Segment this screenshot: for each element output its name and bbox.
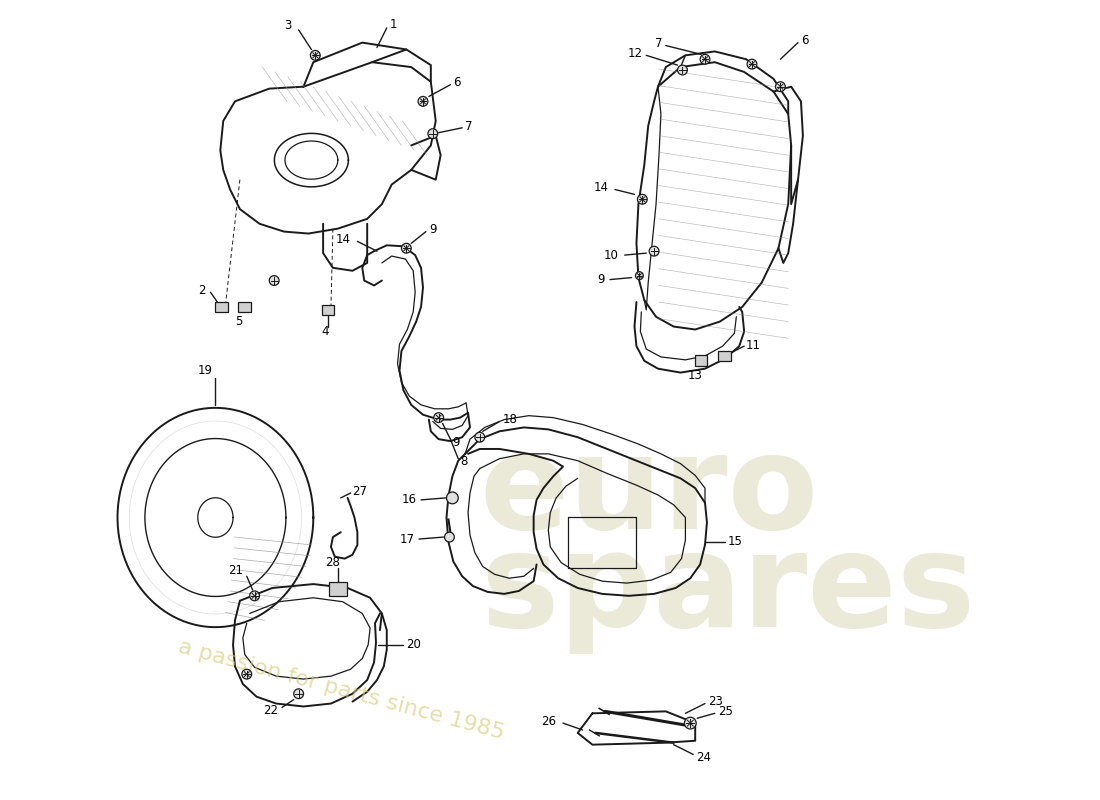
Circle shape — [294, 689, 304, 698]
Circle shape — [747, 59, 757, 69]
Bar — [239, 302, 251, 312]
Text: 16: 16 — [403, 494, 417, 506]
Text: 5: 5 — [235, 315, 243, 328]
Text: 11: 11 — [746, 338, 761, 352]
Circle shape — [310, 50, 320, 60]
Text: 4: 4 — [321, 325, 329, 338]
Circle shape — [678, 65, 688, 75]
Text: 10: 10 — [604, 249, 619, 262]
Circle shape — [447, 492, 459, 504]
Text: 26: 26 — [541, 714, 557, 728]
Text: 9: 9 — [429, 223, 437, 236]
Circle shape — [637, 194, 647, 204]
Text: euro: euro — [480, 430, 820, 556]
Text: 20: 20 — [406, 638, 421, 651]
Circle shape — [418, 97, 428, 106]
Text: 8: 8 — [460, 455, 467, 468]
Circle shape — [242, 670, 252, 679]
Bar — [322, 305, 334, 315]
Text: 19: 19 — [198, 364, 213, 377]
Text: 9: 9 — [597, 273, 605, 286]
Text: 6: 6 — [801, 34, 808, 47]
Bar — [695, 355, 707, 366]
Text: 24: 24 — [696, 751, 712, 764]
Text: 15: 15 — [727, 535, 742, 549]
Text: 14: 14 — [336, 233, 351, 246]
Text: 12: 12 — [627, 47, 642, 60]
Text: 7: 7 — [656, 37, 663, 50]
Text: 27: 27 — [352, 485, 367, 498]
Circle shape — [250, 591, 260, 601]
Text: 22: 22 — [263, 704, 278, 717]
Circle shape — [684, 718, 696, 729]
Text: 9: 9 — [452, 436, 460, 449]
Bar — [214, 302, 228, 312]
Text: a passion for parts since 1985: a passion for parts since 1985 — [176, 636, 507, 742]
Text: 18: 18 — [503, 413, 517, 426]
Text: 28: 28 — [326, 556, 340, 569]
Text: 13: 13 — [688, 369, 703, 382]
Text: 14: 14 — [594, 181, 609, 194]
Text: 21: 21 — [228, 564, 243, 577]
Text: 2: 2 — [198, 284, 206, 297]
Text: 23: 23 — [708, 695, 723, 708]
Text: 3: 3 — [285, 19, 292, 33]
Circle shape — [700, 54, 710, 64]
Circle shape — [444, 532, 454, 542]
Bar — [718, 350, 730, 362]
Circle shape — [636, 272, 644, 279]
Circle shape — [776, 82, 785, 91]
Circle shape — [270, 276, 279, 286]
Circle shape — [433, 413, 443, 422]
Circle shape — [475, 432, 485, 442]
Text: 6: 6 — [453, 76, 461, 90]
Text: 1: 1 — [389, 18, 397, 31]
Circle shape — [402, 243, 411, 253]
Bar — [329, 582, 346, 596]
Text: 17: 17 — [400, 533, 415, 546]
Circle shape — [649, 246, 659, 256]
Circle shape — [428, 129, 438, 138]
Text: 7: 7 — [465, 120, 473, 134]
Text: spares: spares — [480, 527, 976, 654]
Text: 25: 25 — [717, 705, 733, 718]
